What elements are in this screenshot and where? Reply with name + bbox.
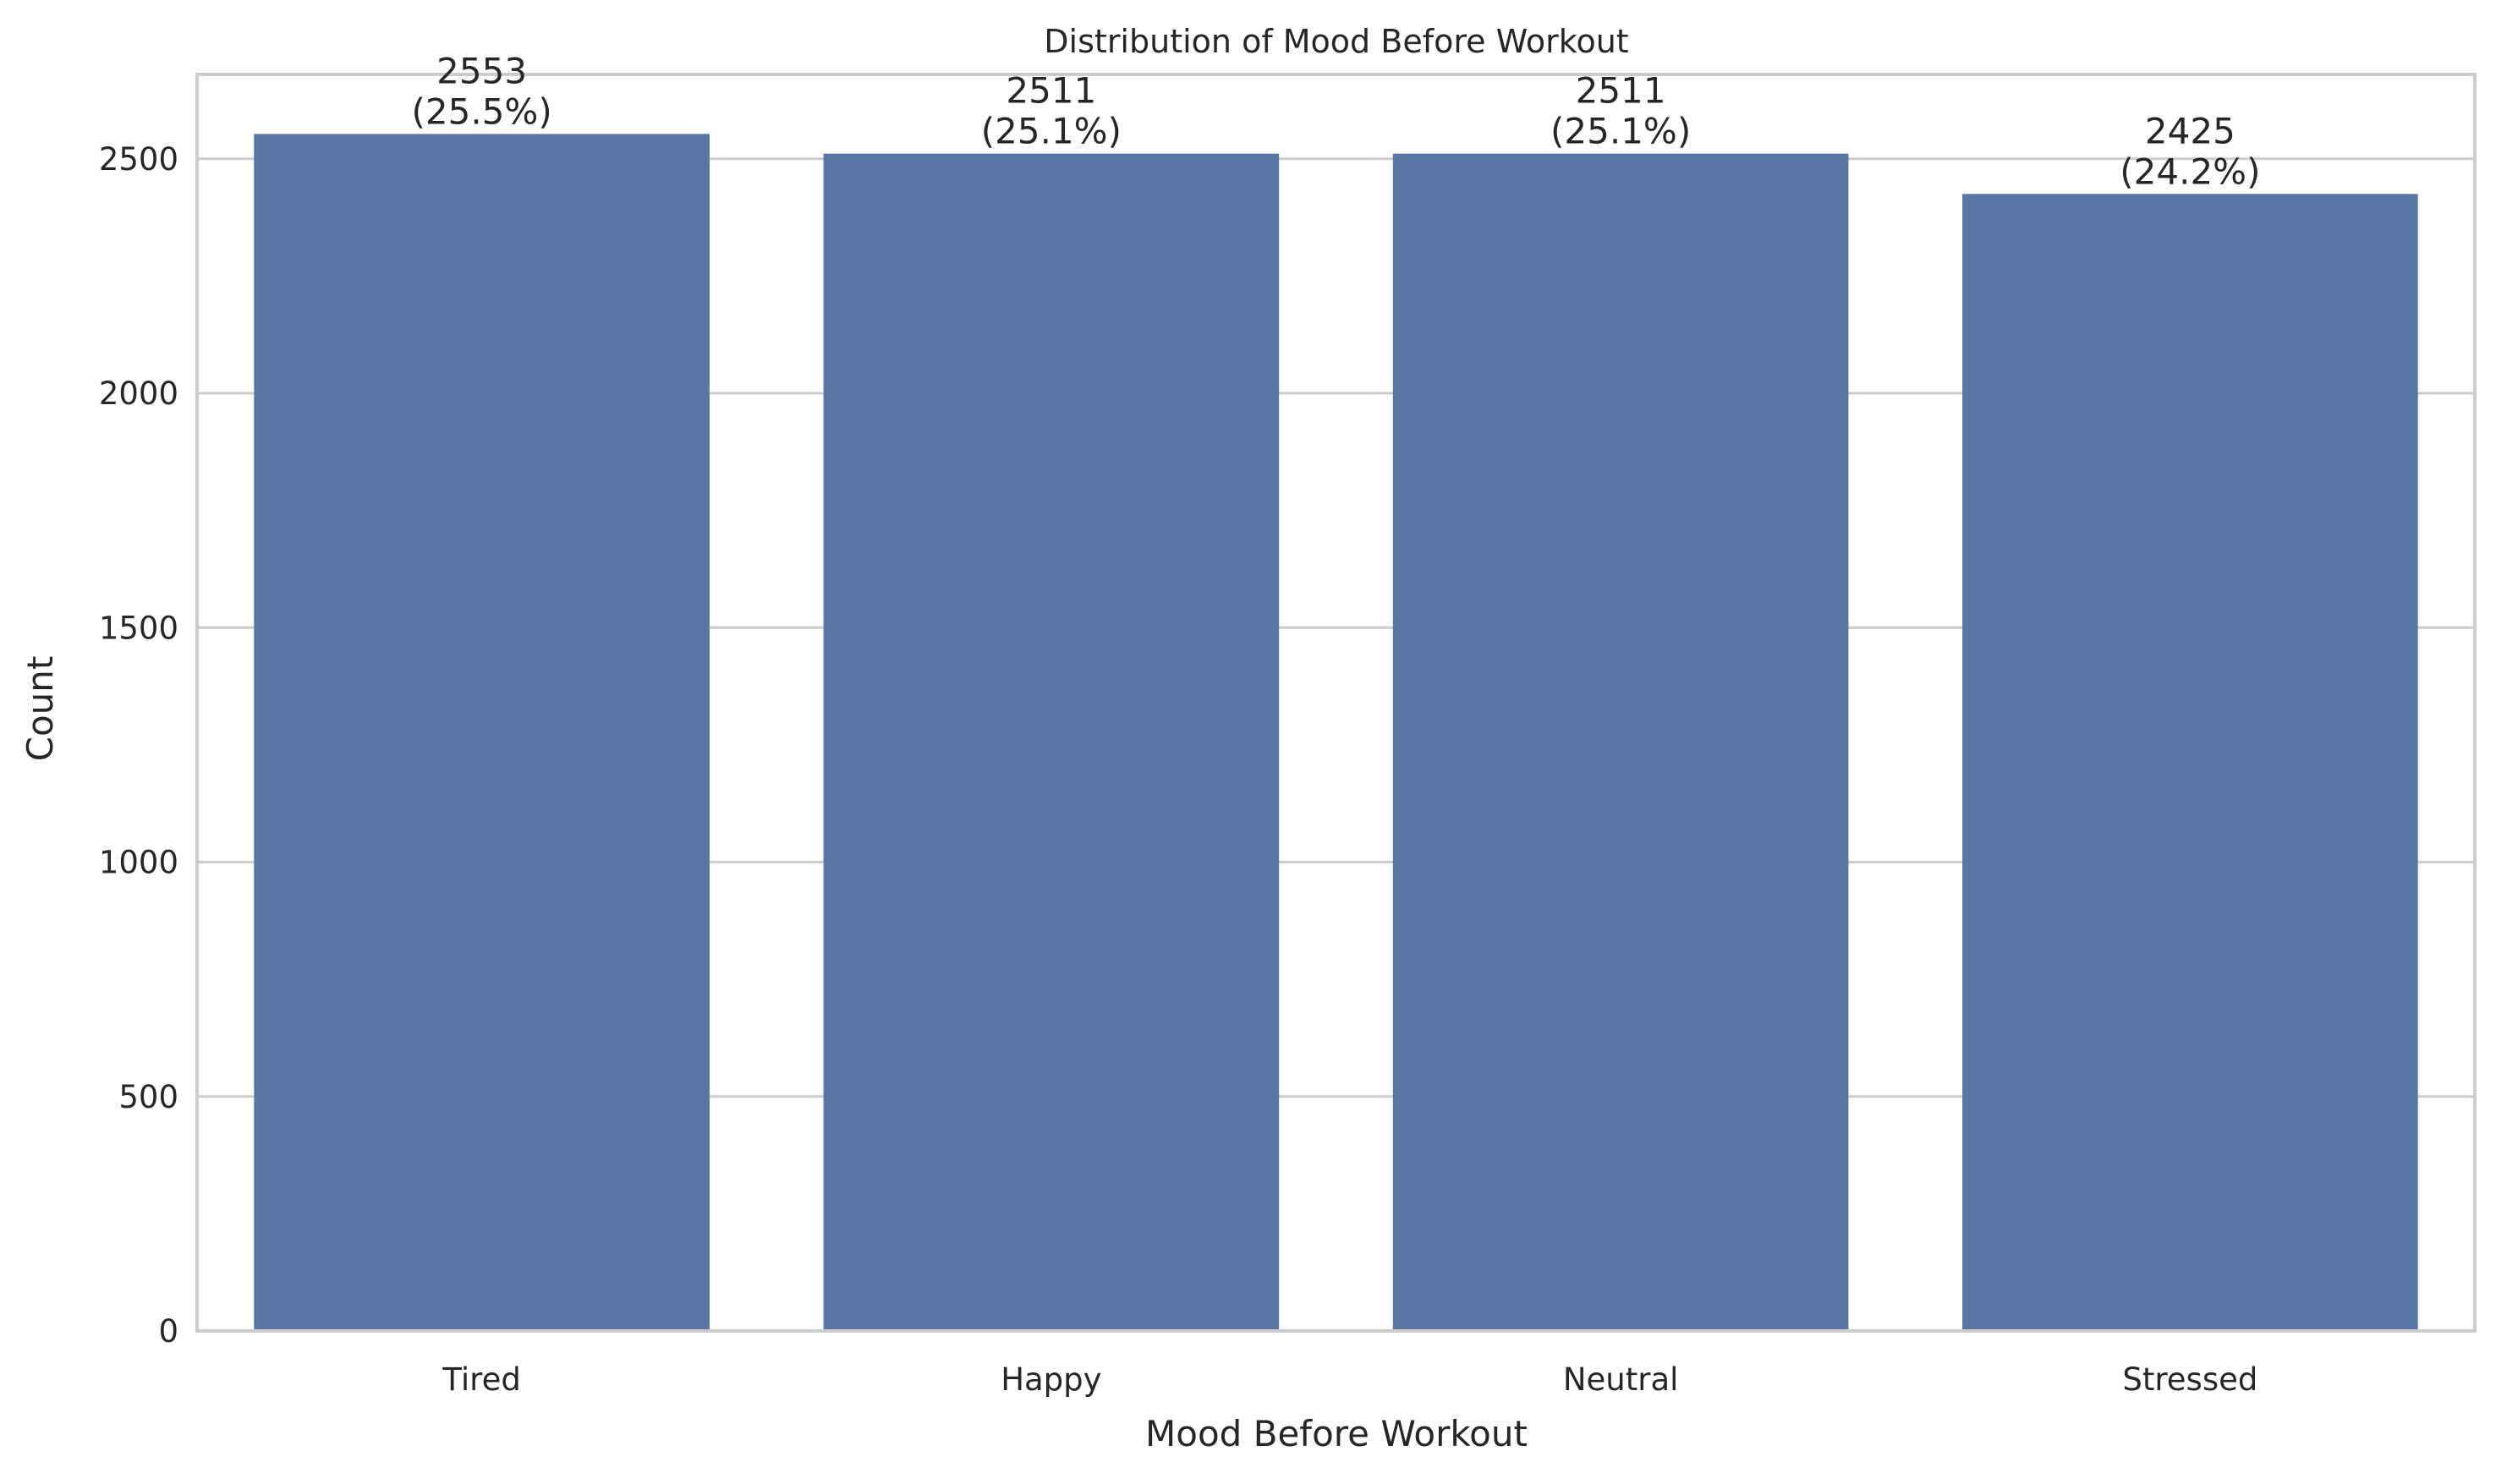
- x-tick-label: Happy: [1001, 1361, 1101, 1398]
- bar-value-labels: 2553(25.5%)2511(25.1%)2511(25.1%) 2425(24…: [412, 50, 2261, 192]
- y-tick-labels: 0 500 1000 1500 2000 2500: [99, 141, 178, 1350]
- y-axis-label: Count: [19, 656, 61, 762]
- bar-value-label: 2511: [1576, 70, 1666, 112]
- bar-percent-label: (25.1%): [981, 111, 1122, 152]
- y-tick-label: 2500: [99, 141, 178, 178]
- axes-frame: [195, 73, 2477, 1333]
- x-axis-label: Mood Before Workout: [1145, 1413, 1528, 1454]
- x-tick-label: Tired: [442, 1361, 520, 1398]
- bar-percent-label: (25.5%): [412, 90, 552, 132]
- axes-spines: [195, 73, 2477, 1333]
- bar-stressed: [1962, 194, 2418, 1331]
- bar-value-label: 2553: [436, 50, 527, 91]
- chart-title: Distribution of Mood Before Workout: [1044, 23, 1628, 60]
- y-tick-label: 0: [158, 1313, 178, 1350]
- bar-percent-label: (24.2%): [2120, 151, 2260, 192]
- y-tick-label: 500: [118, 1079, 178, 1115]
- bars: [254, 134, 2418, 1332]
- x-tick-label: Neutral: [1563, 1361, 1679, 1398]
- y-tick-label: 1500: [99, 610, 178, 646]
- bar-happy: [823, 153, 1280, 1332]
- bar-tired: [254, 134, 710, 1331]
- x-tick-labels: Tired Happy Neutral Stressed: [442, 1361, 2257, 1398]
- bar-value-label: 2425: [2145, 110, 2235, 151]
- bar-neutral: [1392, 153, 1849, 1332]
- bar-value-label: 2511: [1006, 70, 1096, 112]
- x-tick-label: Stressed: [2122, 1361, 2257, 1398]
- y-tick-label: 1000: [99, 845, 178, 881]
- y-tick-label: 2000: [99, 375, 178, 412]
- bar-percent-label: (25.1%): [1550, 111, 1691, 152]
